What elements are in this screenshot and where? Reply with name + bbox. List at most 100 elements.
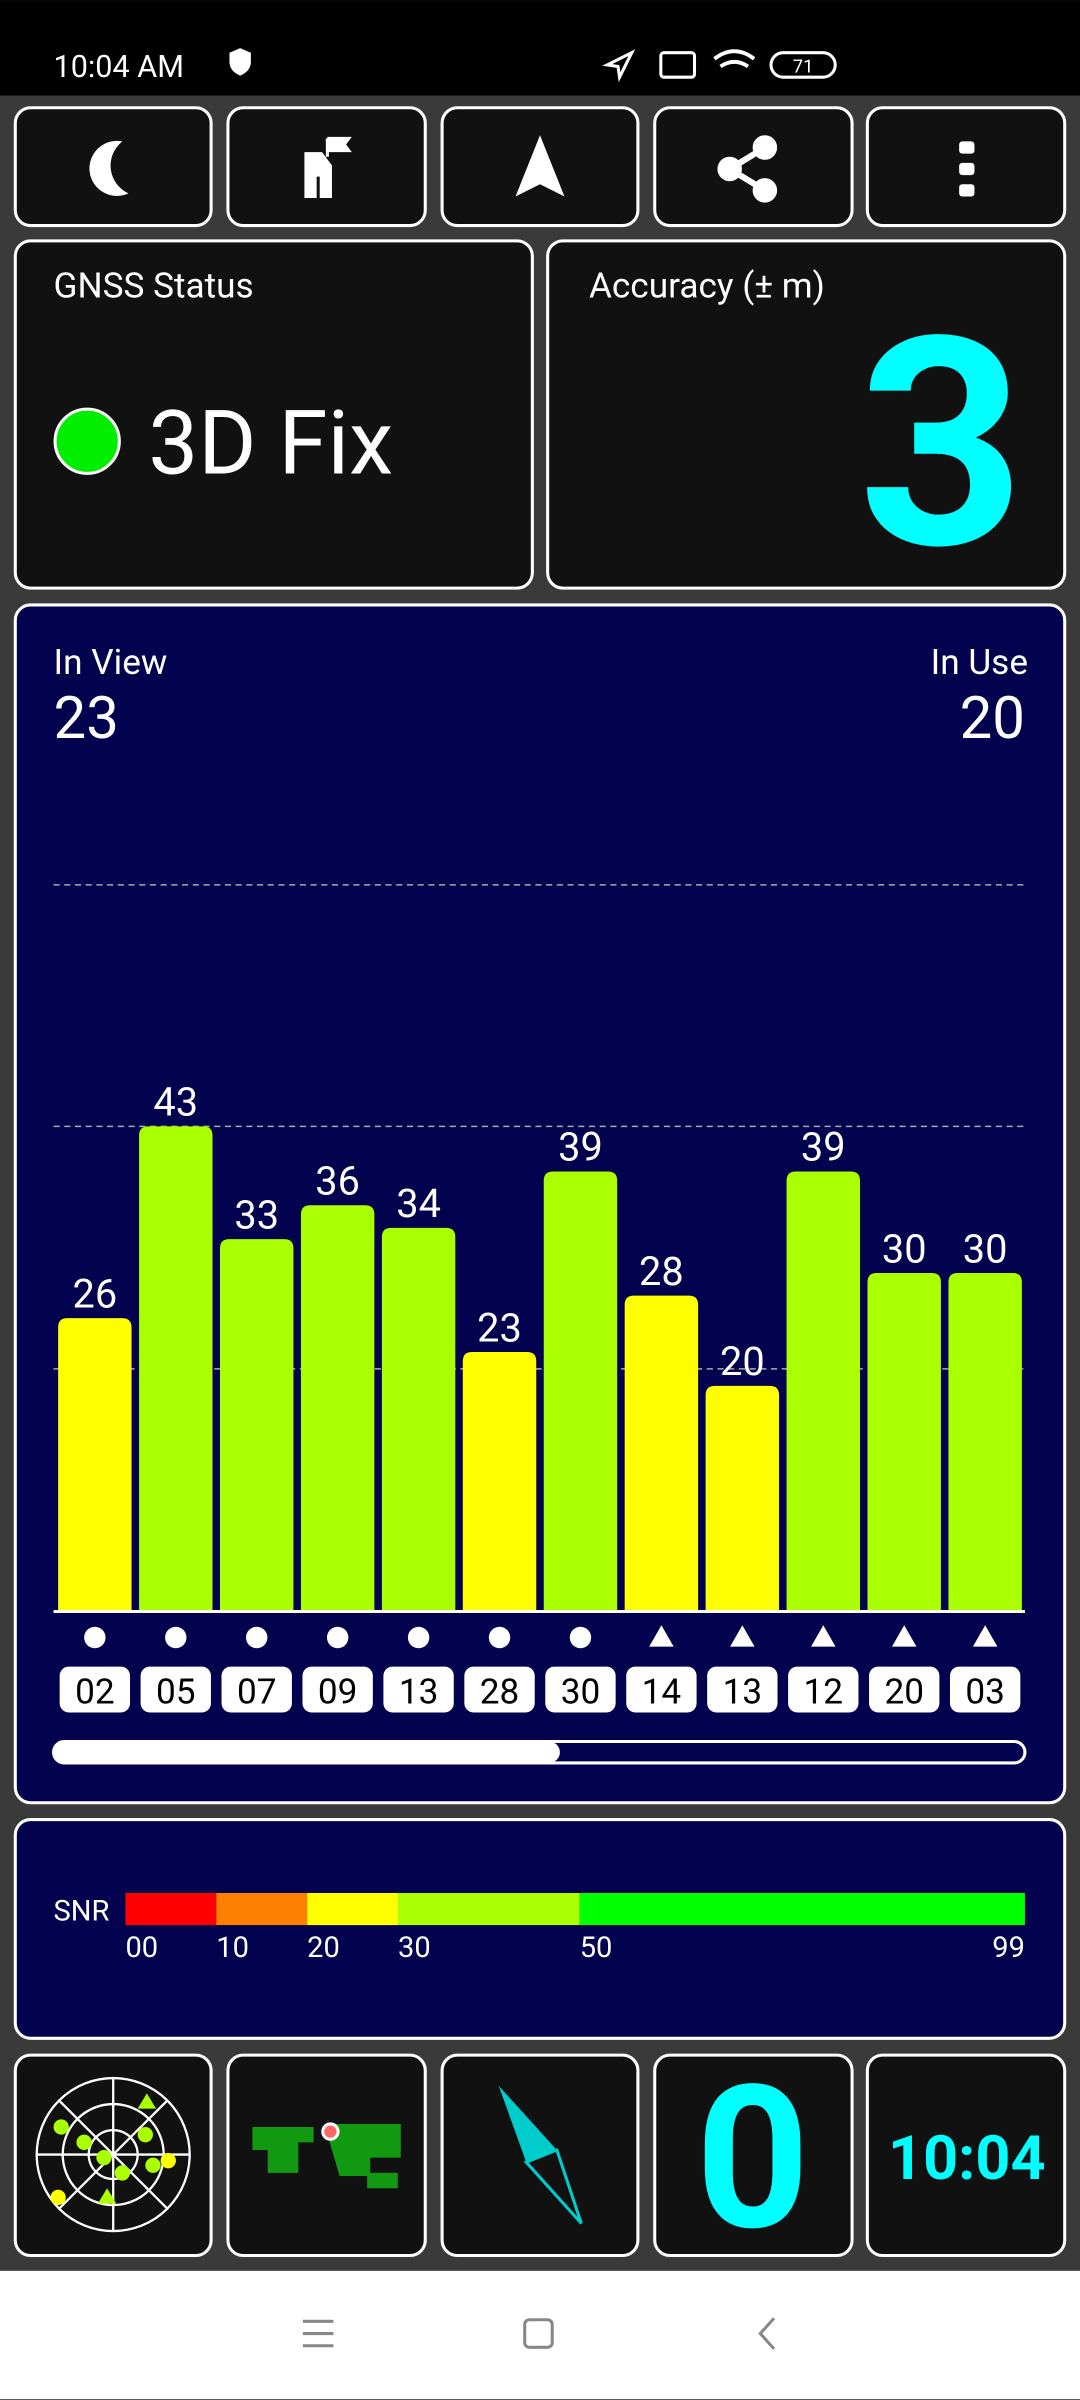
map-button[interactable] bbox=[226, 2053, 427, 2258]
snr-scale: 00 10 20 30 50 99 bbox=[125, 1892, 1025, 1965]
in-use-label: In Use bbox=[931, 641, 1028, 683]
snr-tick-label: 20 bbox=[307, 1931, 340, 1965]
used-marker bbox=[972, 1625, 998, 1647]
used-marker bbox=[165, 1626, 187, 1649]
bottom-tiles: 0 10:04 bbox=[13, 2042, 1067, 2275]
menu-icon bbox=[959, 141, 975, 197]
bar bbox=[58, 1318, 132, 1612]
value-label: 34 bbox=[396, 1180, 441, 1227]
prn-box bbox=[140, 1666, 211, 1713]
prn-label: 13 bbox=[723, 1670, 763, 1712]
prn-label: 09 bbox=[318, 1670, 358, 1712]
snr-segment bbox=[398, 1892, 580, 1926]
snr-segment bbox=[125, 1892, 217, 1926]
prn-box bbox=[464, 1666, 535, 1713]
prn-box bbox=[545, 1666, 616, 1713]
battery-level: 71 bbox=[793, 57, 814, 78]
bar bbox=[462, 1351, 537, 1612]
snr-tick-label: 50 bbox=[580, 1931, 613, 1965]
value-label: 33 bbox=[234, 1191, 279, 1238]
snr-segment bbox=[307, 1892, 399, 1926]
used-marker bbox=[569, 1626, 592, 1649]
prn-box bbox=[302, 1666, 373, 1713]
value-label: 23 bbox=[477, 1304, 522, 1351]
status-time: 10:04 AM bbox=[54, 50, 184, 85]
value-label: 39 bbox=[558, 1124, 603, 1171]
scrollbar-thumb[interactable] bbox=[53, 1741, 560, 1763]
map-marker bbox=[321, 2122, 340, 2141]
prn-box bbox=[788, 1666, 859, 1713]
value-label: 20 bbox=[720, 1338, 765, 1385]
prn-box bbox=[869, 1666, 940, 1713]
used-marker bbox=[488, 1626, 511, 1649]
prn-label: 20 bbox=[884, 1670, 924, 1712]
share-button[interactable] bbox=[653, 106, 854, 228]
prn-label: 14 bbox=[642, 1670, 682, 1712]
prn-box bbox=[949, 1666, 1021, 1713]
bar bbox=[220, 1239, 294, 1612]
prn-label: 28 bbox=[480, 1670, 520, 1712]
snr-tick-label: 00 bbox=[125, 1931, 158, 1965]
gnss-status-label: GNSS Status bbox=[54, 264, 254, 306]
back-button[interactable] bbox=[758, 2317, 776, 2350]
moon-icon bbox=[89, 140, 129, 196]
clock-button[interactable] bbox=[865, 2053, 1067, 2258]
prn-label: 30 bbox=[561, 1670, 601, 1712]
used-marker bbox=[407, 1626, 430, 1649]
bar bbox=[300, 1205, 375, 1612]
prn-label: 03 bbox=[965, 1670, 1005, 1712]
used-marker bbox=[730, 1625, 755, 1647]
snr-tick-label: 30 bbox=[398, 1931, 431, 1965]
value-label: 36 bbox=[315, 1158, 360, 1205]
value-label: 39 bbox=[801, 1124, 846, 1171]
prn-box bbox=[383, 1666, 454, 1713]
prn-box bbox=[707, 1666, 778, 1713]
home-button[interactable] bbox=[523, 2318, 554, 2349]
compass-needle-south bbox=[523, 2147, 583, 2225]
nav-bar bbox=[0, 2270, 1080, 2400]
accuracy-tile bbox=[546, 239, 1067, 590]
gnss-status-value: 3D Fix bbox=[148, 391, 393, 495]
recents-button[interactable] bbox=[302, 2319, 334, 2348]
used-marker bbox=[811, 1625, 836, 1647]
bar bbox=[624, 1295, 699, 1612]
used-marker bbox=[246, 1626, 268, 1649]
bar bbox=[786, 1171, 860, 1612]
prn-label: 12 bbox=[804, 1670, 844, 1712]
share-icon bbox=[717, 135, 778, 203]
bar bbox=[543, 1171, 618, 1612]
value-label: 28 bbox=[639, 1248, 684, 1295]
in-view-value: 23 bbox=[54, 685, 119, 753]
night-button[interactable] bbox=[13, 106, 213, 228]
status-bar bbox=[0, 0, 1080, 96]
toolbar bbox=[13, 106, 1067, 228]
shield-icon bbox=[229, 48, 251, 76]
prn-box bbox=[221, 1666, 292, 1713]
value-label: 30 bbox=[963, 1225, 1008, 1272]
prn-box bbox=[59, 1666, 131, 1713]
snr-segment bbox=[579, 1892, 1025, 1926]
value-label: 30 bbox=[882, 1225, 927, 1272]
compass-value: 0 bbox=[696, 2042, 810, 2275]
value-label: 43 bbox=[153, 1079, 198, 1126]
snr-label: SNR bbox=[54, 1895, 110, 1929]
prn-box bbox=[626, 1666, 697, 1713]
accuracy-label: Accuracy (± m) bbox=[589, 264, 825, 306]
in-use-value: 20 bbox=[960, 685, 1025, 753]
snr-segment bbox=[216, 1892, 308, 1926]
used-marker bbox=[326, 1626, 349, 1649]
value-label: 26 bbox=[72, 1270, 117, 1317]
skyplot-icon bbox=[35, 2076, 191, 2233]
prn-label: 05 bbox=[156, 1670, 196, 1712]
snr-tick-label: 99 bbox=[992, 1931, 1025, 1965]
waypoint-icon bbox=[304, 136, 352, 199]
wifi-icon bbox=[713, 49, 756, 69]
accuracy-value: 3 bbox=[858, 274, 1025, 615]
used-marker bbox=[84, 1626, 106, 1649]
bar bbox=[705, 1385, 780, 1612]
snr-panel bbox=[13, 1818, 1067, 2040]
gnss-status-tile bbox=[13, 239, 534, 590]
speed-button[interactable] bbox=[653, 2053, 854, 2258]
